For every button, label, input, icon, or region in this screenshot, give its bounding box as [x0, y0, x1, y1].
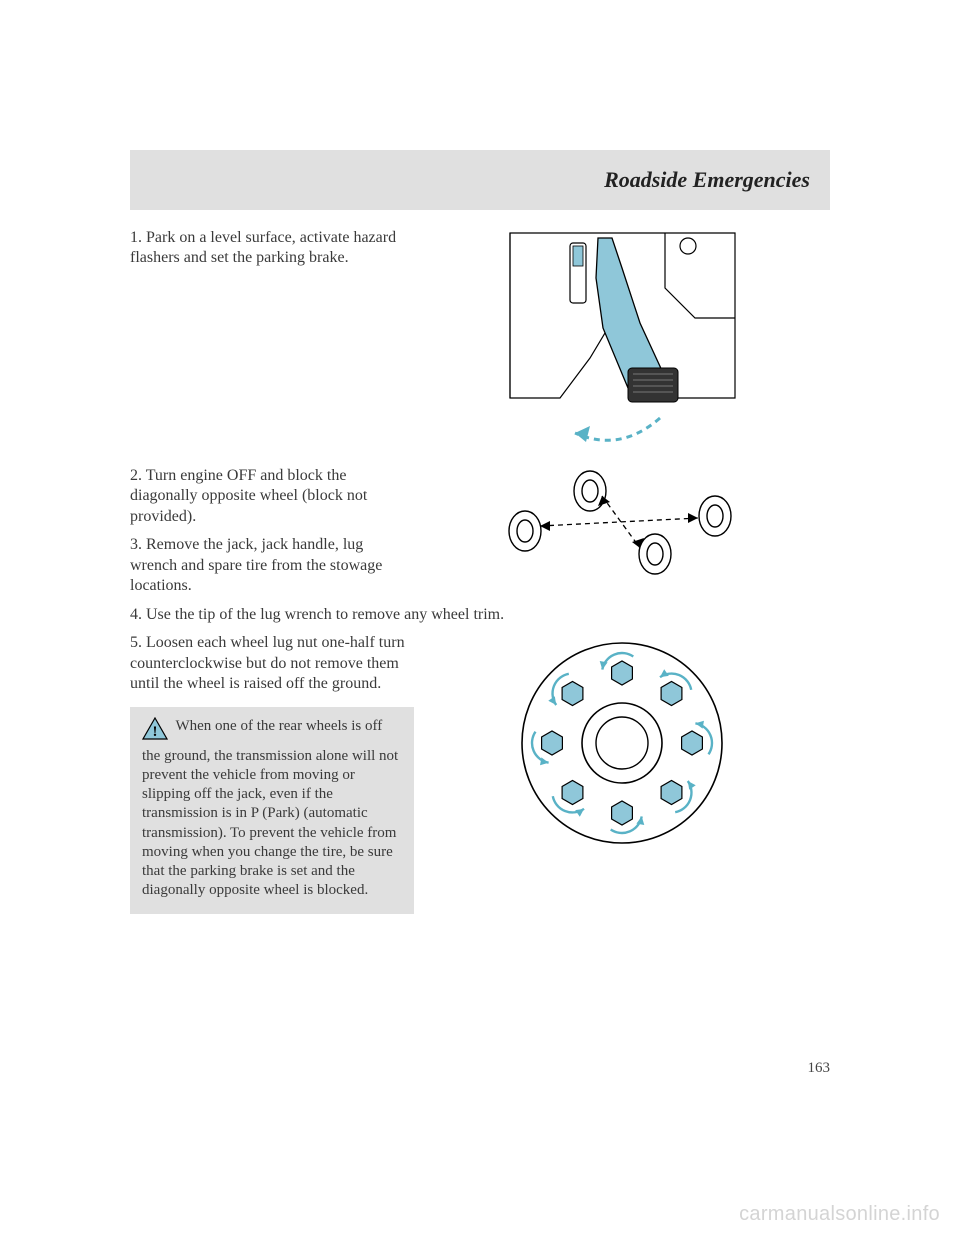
step-2-row: 2. Turn engine OFF and block the diagona…	[130, 466, 830, 597]
step-5-column: 5. Loosen each wheel lug nut one-half tu…	[130, 633, 414, 914]
section-title: Roadside Emergencies	[604, 167, 810, 193]
step-3-text: 3. Remove the jack, jack handle, lug wre…	[130, 535, 410, 596]
step-1-text: 1. Park on a level surface, activate haz…	[130, 228, 410, 269]
warning-box: ! When one of the rear wheels is off the…	[130, 707, 414, 915]
parking-brake-pedal-diagram	[500, 228, 740, 458]
step-2-3-text: 2. Turn engine OFF and block the diagona…	[130, 466, 410, 597]
step-1-row: 1. Park on a level surface, activate haz…	[130, 228, 830, 458]
step-5-text: 5. Loosen each wheel lug nut one-half tu…	[130, 633, 414, 694]
step-5-row: 5. Loosen each wheel lug nut one-half tu…	[130, 633, 830, 914]
svg-text:!: !	[153, 724, 158, 740]
wheels-figure-container	[410, 466, 830, 576]
page-content: Roadside Emergencies 1. Park on a level …	[0, 0, 960, 914]
hub-figure-container	[414, 633, 830, 853]
warning-text: When one of the rear wheels is off the g…	[142, 718, 398, 899]
step-4-text: 4. Use the tip of the lug wrench to remo…	[130, 605, 830, 625]
content-region: 1. Park on a level surface, activate haz…	[130, 228, 830, 914]
lug-nut-loosen-diagram	[512, 633, 732, 853]
page-number: 163	[808, 1060, 831, 1077]
warning-triangle-icon: !	[142, 717, 168, 747]
pedal-figure-container	[410, 228, 830, 458]
step-2-text: 2. Turn engine OFF and block the diagona…	[130, 466, 410, 527]
watermark-text: carmanualsonline.info	[739, 1203, 940, 1226]
diagonal-wheel-block-diagram	[490, 466, 750, 576]
section-header: Roadside Emergencies	[130, 150, 830, 210]
